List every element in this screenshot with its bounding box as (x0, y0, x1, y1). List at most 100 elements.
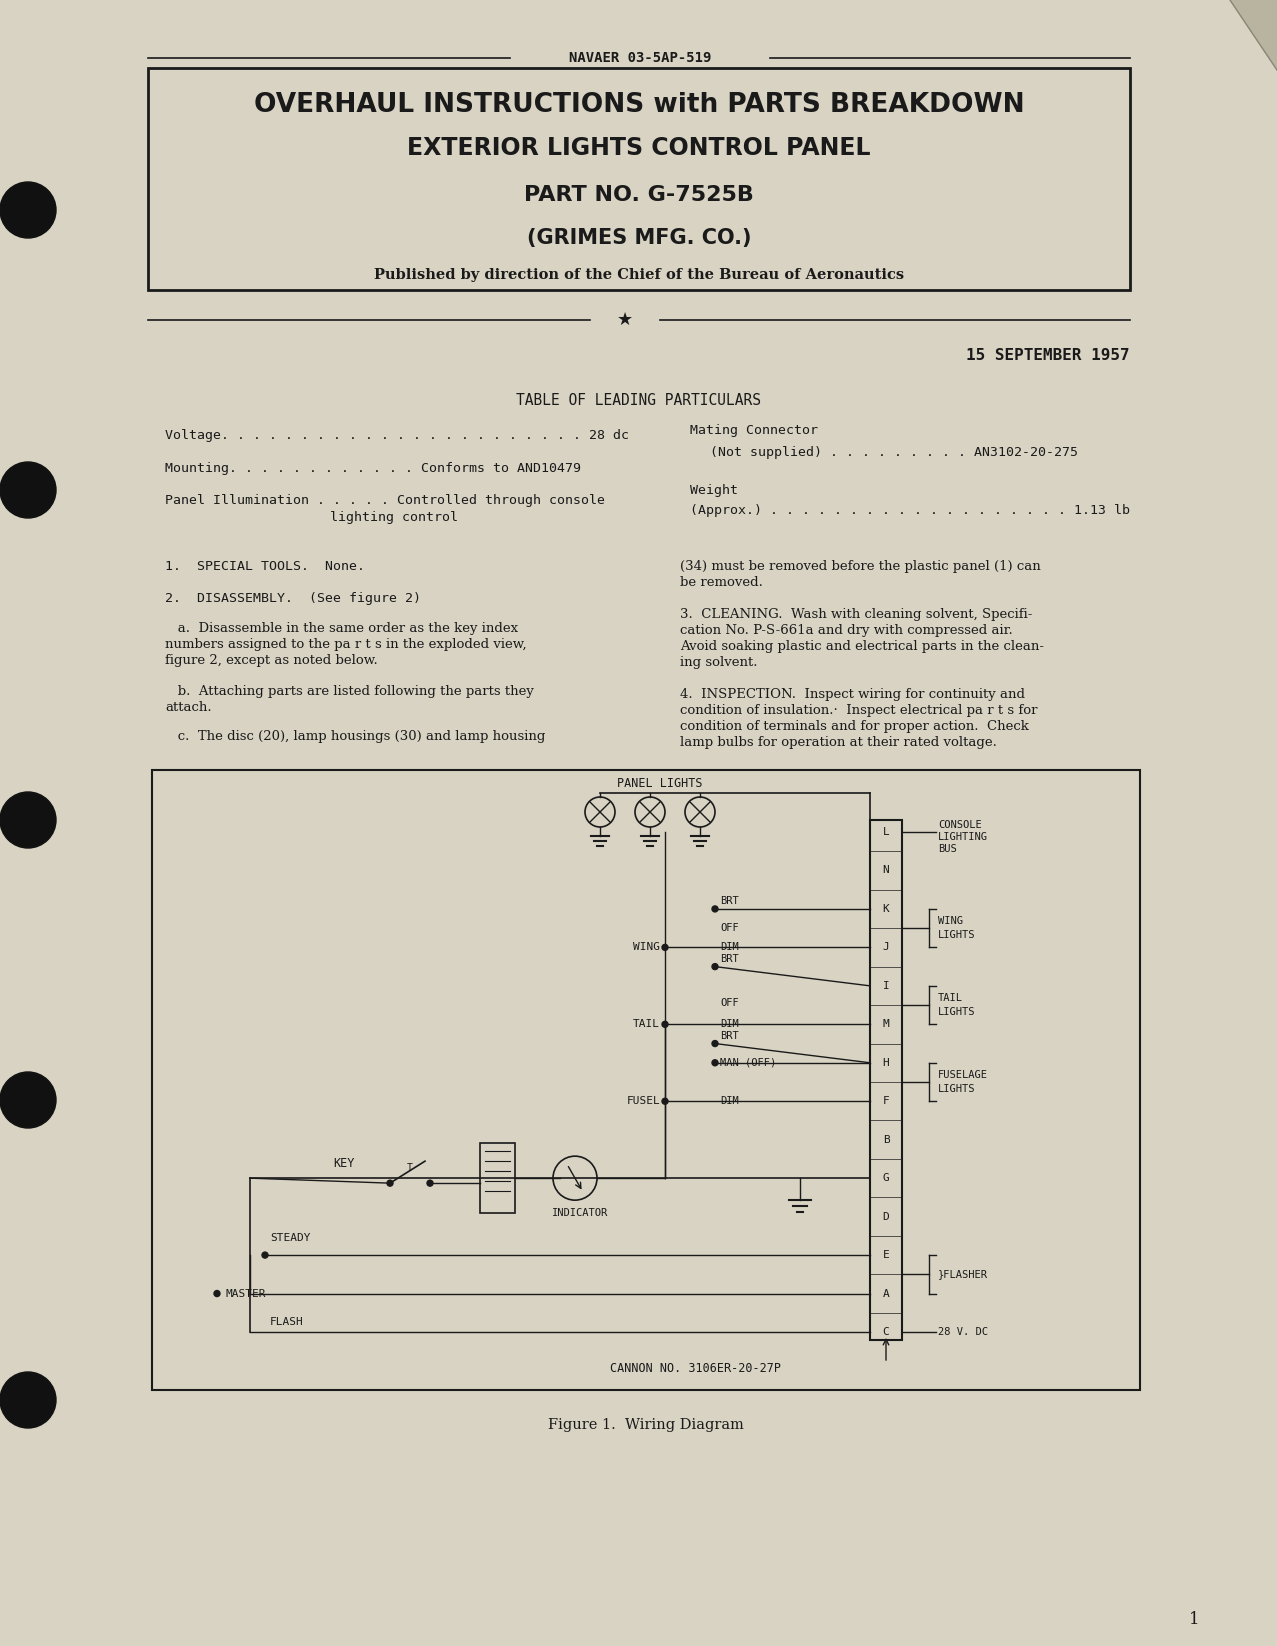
Text: C: C (882, 1327, 889, 1337)
Text: Weight: Weight (690, 484, 738, 497)
Text: BRT: BRT (720, 953, 739, 963)
Text: OFF: OFF (720, 923, 739, 933)
Text: DIM: DIM (720, 943, 739, 953)
Text: NAVAER 03-5AP-519: NAVAER 03-5AP-519 (568, 51, 711, 64)
Text: }FLASHER: }FLASHER (939, 1269, 988, 1279)
Text: F: F (882, 1096, 889, 1106)
Text: 1.  SPECIAL TOOLS.  None.: 1. SPECIAL TOOLS. None. (165, 560, 365, 573)
Text: G: G (882, 1174, 889, 1183)
Text: (GRIMES MFG. CO.): (GRIMES MFG. CO.) (526, 229, 751, 249)
Text: A: A (882, 1289, 889, 1299)
Text: WING: WING (633, 943, 660, 953)
Text: PART NO. G-7525B: PART NO. G-7525B (524, 184, 753, 206)
Text: (Approx.) . . . . . . . . . . . . . . . . . . . 1.13 lb: (Approx.) . . . . . . . . . . . . . . . … (690, 504, 1130, 517)
Circle shape (713, 1060, 718, 1065)
Text: Mounting. . . . . . . . . . . . Conforms to AND10479: Mounting. . . . . . . . . . . . Conforms… (165, 461, 581, 474)
Circle shape (427, 1180, 433, 1187)
Text: b.  Attaching parts are listed following the parts they: b. Attaching parts are listed following … (165, 685, 534, 698)
Text: lighting control: lighting control (329, 512, 458, 525)
Text: TAIL: TAIL (633, 1019, 660, 1029)
Text: CANNON NO. 3106ER-20-27P: CANNON NO. 3106ER-20-27P (610, 1361, 782, 1374)
Text: Published by direction of the Chief of the Bureau of Aeronautics: Published by direction of the Chief of t… (374, 268, 904, 281)
Text: attach.: attach. (165, 701, 212, 714)
Text: ing solvent.: ing solvent. (679, 657, 757, 668)
Text: D: D (882, 1211, 889, 1221)
Text: BUS: BUS (939, 844, 956, 854)
Text: numbers assigned to the pa r t s in the exploded view,: numbers assigned to the pa r t s in the … (165, 639, 526, 652)
Text: CONSOLE: CONSOLE (939, 820, 982, 830)
Text: (34) must be removed before the plastic panel (1) can: (34) must be removed before the plastic … (679, 560, 1041, 573)
Text: INDICATOR: INDICATOR (552, 1208, 608, 1218)
Text: L: L (882, 826, 889, 838)
Polygon shape (1230, 0, 1277, 71)
Bar (480, 1144, 515, 1213)
Text: LIGHTS: LIGHTS (939, 1007, 976, 1017)
Bar (152, 770, 1140, 1389)
Text: Panel Illumination . . . . . Controlled through console: Panel Illumination . . . . . Controlled … (165, 494, 605, 507)
Text: condition of insulation.·  Inspect electrical pa r t s for: condition of insulation.· Inspect electr… (679, 704, 1037, 718)
Text: 28 V. DC: 28 V. DC (939, 1327, 988, 1337)
Text: BRT: BRT (720, 1030, 739, 1040)
Circle shape (215, 1290, 220, 1297)
Bar (148, 67, 1130, 290)
Text: 1: 1 (1189, 1611, 1200, 1628)
Text: LIGHTS: LIGHTS (939, 1085, 976, 1095)
Text: Avoid soaking plastic and electrical parts in the clean-: Avoid soaking plastic and electrical par… (679, 640, 1045, 653)
Text: be removed.: be removed. (679, 576, 762, 589)
Text: figure 2, except as noted below.: figure 2, except as noted below. (165, 653, 378, 667)
Circle shape (262, 1253, 268, 1258)
Text: E: E (882, 1249, 889, 1261)
Text: N: N (882, 866, 889, 876)
Text: condition of terminals and for proper action.  Check: condition of terminals and for proper ac… (679, 719, 1029, 732)
Text: 3.  CLEANING.  Wash with cleaning solvent, Specifi-: 3. CLEANING. Wash with cleaning solvent,… (679, 607, 1032, 621)
Text: Voltage. . . . . . . . . . . . . . . . . . . . . . . 28 dc: Voltage. . . . . . . . . . . . . . . . .… (165, 428, 630, 441)
Text: MASTER: MASTER (225, 1289, 266, 1299)
Circle shape (713, 1040, 718, 1047)
Circle shape (387, 1180, 393, 1187)
Circle shape (0, 1373, 56, 1429)
Text: BRT: BRT (720, 895, 739, 905)
Text: 2.  DISASSEMBLY.  (See figure 2): 2. DISASSEMBLY. (See figure 2) (165, 593, 421, 606)
Text: J: J (882, 943, 889, 953)
Circle shape (661, 1098, 668, 1104)
Text: B: B (882, 1134, 889, 1144)
Text: OFF: OFF (720, 997, 739, 1007)
Text: PANEL LIGHTS: PANEL LIGHTS (617, 777, 702, 790)
Text: TABLE OF LEADING PARTICULARS: TABLE OF LEADING PARTICULARS (516, 392, 761, 408)
Text: STEADY: STEADY (269, 1233, 310, 1243)
Text: Figure 1.  Wiring Diagram: Figure 1. Wiring Diagram (548, 1417, 744, 1432)
Circle shape (0, 183, 56, 239)
Circle shape (661, 945, 668, 950)
Text: TAIL: TAIL (939, 993, 963, 1002)
Text: DIM: DIM (720, 1019, 739, 1029)
Text: FUSEL: FUSEL (626, 1096, 660, 1106)
Text: WING: WING (939, 917, 963, 927)
Text: M: M (882, 1019, 889, 1029)
Text: a.  Disassemble in the same order as the key index: a. Disassemble in the same order as the … (165, 622, 518, 635)
Bar (870, 820, 902, 1340)
Text: K: K (882, 904, 889, 914)
Circle shape (0, 792, 56, 848)
Circle shape (0, 463, 56, 518)
Text: H: H (882, 1058, 889, 1068)
Text: DIM: DIM (720, 1096, 739, 1106)
Circle shape (713, 905, 718, 912)
Circle shape (0, 1072, 56, 1128)
Circle shape (661, 1021, 668, 1027)
Text: lamp bulbs for operation at their rated voltage.: lamp bulbs for operation at their rated … (679, 736, 997, 749)
Text: FUSELAGE: FUSELAGE (939, 1070, 988, 1080)
Text: (Not supplied) . . . . . . . . . AN3102-20-275: (Not supplied) . . . . . . . . . AN3102-… (710, 446, 1078, 459)
Text: c.  The disc (20), lamp housings (30) and lamp housing: c. The disc (20), lamp housings (30) and… (165, 729, 545, 742)
Text: 4.  INSPECTION.  Inspect wiring for continuity and: 4. INSPECTION. Inspect wiring for contin… (679, 688, 1025, 701)
Text: 15 SEPTEMBER 1957: 15 SEPTEMBER 1957 (967, 347, 1130, 362)
Text: LIGHTS: LIGHTS (939, 930, 976, 940)
Text: cation No. P-S-661a and dry with compressed air.: cation No. P-S-661a and dry with compres… (679, 624, 1013, 637)
Text: MAN (OFF): MAN (OFF) (720, 1058, 776, 1068)
Text: KEY: KEY (333, 1157, 355, 1170)
Text: I: I (882, 981, 889, 991)
Text: EXTERIOR LIGHTS CONTROL PANEL: EXTERIOR LIGHTS CONTROL PANEL (407, 137, 871, 160)
Text: T: T (407, 1164, 412, 1174)
Text: FLASH: FLASH (269, 1317, 304, 1327)
Text: ★: ★ (617, 311, 633, 329)
Text: OVERHAUL INSTRUCTIONS with PARTS BREAKDOWN: OVERHAUL INSTRUCTIONS with PARTS BREAKDO… (254, 92, 1024, 119)
